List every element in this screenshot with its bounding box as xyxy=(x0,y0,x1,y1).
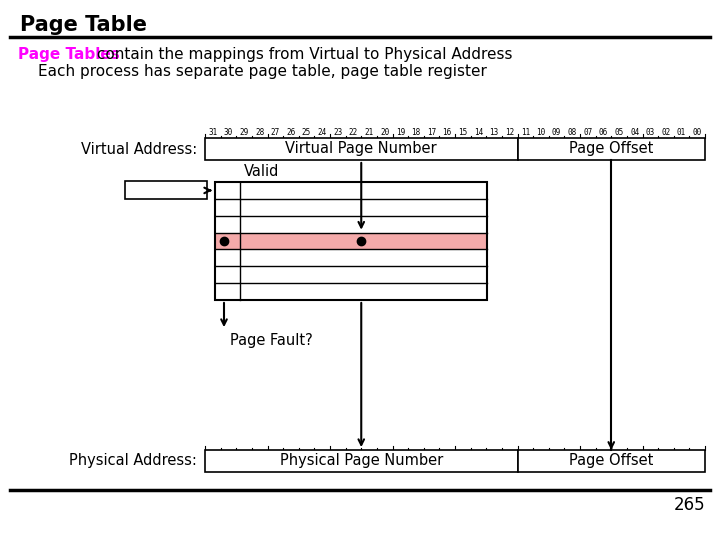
Text: 29: 29 xyxy=(240,128,248,137)
Text: 12: 12 xyxy=(505,128,514,137)
Text: 05: 05 xyxy=(614,128,624,137)
Text: 07: 07 xyxy=(583,128,593,137)
Bar xyxy=(125,181,207,199)
Text: 17: 17 xyxy=(427,128,436,137)
Text: PageTableReg: PageTableReg xyxy=(125,184,207,197)
Text: 15: 15 xyxy=(458,128,467,137)
Bar xyxy=(215,199,487,215)
Text: contain the mappings from Virtual to Physical Address: contain the mappings from Virtual to Phy… xyxy=(92,47,513,62)
Text: 03: 03 xyxy=(646,128,655,137)
Text: 31: 31 xyxy=(208,128,217,137)
Text: 265: 265 xyxy=(673,496,705,514)
Text: Each process has separate page table, page table register: Each process has separate page table, pa… xyxy=(38,64,487,79)
Bar xyxy=(215,233,487,249)
Text: 13: 13 xyxy=(490,128,499,137)
Text: Valid: Valid xyxy=(244,164,279,179)
Text: 24: 24 xyxy=(318,128,327,137)
Bar xyxy=(215,215,487,233)
Text: 00: 00 xyxy=(693,128,702,137)
Text: 18: 18 xyxy=(411,128,420,137)
Text: 10: 10 xyxy=(536,128,546,137)
Bar xyxy=(205,138,518,160)
Bar xyxy=(215,249,487,266)
Text: Physical Address:: Physical Address: xyxy=(69,454,197,469)
Text: 16: 16 xyxy=(443,128,452,137)
Text: 28: 28 xyxy=(255,128,264,137)
Text: 02: 02 xyxy=(661,128,670,137)
Text: Page Offset: Page Offset xyxy=(569,141,654,157)
Bar xyxy=(215,266,487,283)
Text: Page Fault?: Page Fault? xyxy=(230,333,312,348)
Text: 06: 06 xyxy=(599,128,608,137)
Text: 19: 19 xyxy=(396,128,405,137)
Bar xyxy=(518,138,705,160)
Bar xyxy=(215,283,487,300)
Text: 22: 22 xyxy=(348,128,358,137)
Text: 04: 04 xyxy=(630,128,639,137)
Text: 25: 25 xyxy=(302,128,311,137)
Text: 27: 27 xyxy=(271,128,280,137)
Bar xyxy=(518,450,705,472)
Text: 11: 11 xyxy=(521,128,530,137)
Text: Page Table: Page Table xyxy=(20,15,147,35)
Text: 14: 14 xyxy=(474,128,483,137)
Text: 09: 09 xyxy=(552,128,561,137)
Text: Page Tables: Page Tables xyxy=(18,47,120,62)
Text: 23: 23 xyxy=(333,128,343,137)
Text: Virtual Page Number: Virtual Page Number xyxy=(285,141,437,157)
Bar xyxy=(215,182,487,199)
Text: 26: 26 xyxy=(287,128,296,137)
Text: 21: 21 xyxy=(364,128,374,137)
Text: 20: 20 xyxy=(380,128,390,137)
Bar xyxy=(205,450,518,472)
Text: Virtual Address:: Virtual Address: xyxy=(81,141,197,157)
Text: 30: 30 xyxy=(224,128,233,137)
Text: Page Offset: Page Offset xyxy=(569,454,654,469)
Text: 08: 08 xyxy=(567,128,577,137)
Text: Physical Page Number: Physical Page Number xyxy=(279,454,443,469)
Text: 01: 01 xyxy=(677,128,686,137)
Bar xyxy=(215,182,487,300)
